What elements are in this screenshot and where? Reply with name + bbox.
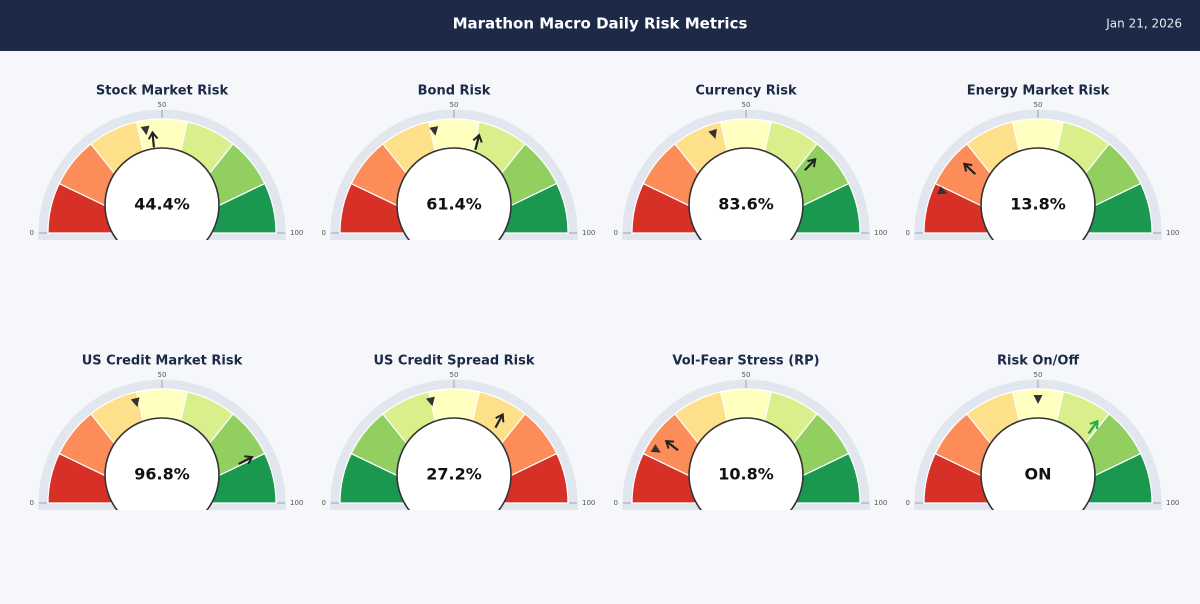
gauge-tick-label: 0 [906,499,910,507]
gauge-center [396,417,512,510]
gauge-title: US Credit Spread Risk [373,354,534,369]
gauge-tick-label: 0 [614,229,618,237]
gauge-tick-label: 0 [906,229,910,237]
gauge-marker [708,128,717,139]
gauge-tick-label: 100 [874,499,887,507]
gauge-marker [426,396,435,407]
gauge-tick-label: 50 [1034,371,1043,379]
gauge-tick-label: 100 [582,229,595,237]
gauge-title: Currency Risk [695,84,797,99]
gauge-needle [494,412,505,429]
gauge-marker [130,397,140,408]
gauge-value: 44.4% [134,195,190,214]
gauge-marker [937,185,948,195]
gauge-tick-label: 50 [450,371,459,379]
gauge-value: 61.4% [426,195,482,214]
gauge-title: US Credit Market Risk [82,354,243,369]
gauge-tick-label: 50 [742,371,751,379]
gauge-tick-label: 100 [874,229,887,237]
gauge-needle [472,133,483,150]
gauge-value: 10.8% [718,465,774,484]
gauge-needle [804,158,817,172]
gauge-marker [650,444,661,453]
gauge-tick-label: 100 [582,499,595,507]
gauge-tick-label: 100 [1166,229,1179,237]
gauge-tick-label: 0 [614,499,618,507]
gauge-title: Energy Market Risk [967,84,1110,99]
gauge-tick-label: 100 [290,499,303,507]
header-date: Jan 21, 2026 [1105,17,1182,31]
gauge-value: ON [1025,465,1052,484]
gauge-tick-label: 0 [30,499,34,507]
header-title: Marathon Macro Daily Risk Metrics [453,15,748,33]
gauge-tick-label: 50 [158,101,167,109]
gauge-tick-label: 100 [1166,499,1179,507]
gauge-title: Stock Market Risk [96,84,229,99]
gauge-tick-label: 0 [322,499,326,507]
gauge-center [104,417,220,510]
gauge-title: Vol-Fear Stress (RP) [672,354,819,369]
gauge-needle [664,439,679,452]
gauge-value: 83.6% [718,195,774,214]
gauge-tick-label: 50 [742,101,751,109]
gauge-tick-label: 0 [322,229,326,237]
gauge-center [980,417,1096,510]
gauge-title: Risk On/Off [997,354,1079,369]
gauge-marker [1033,395,1043,404]
gauge-needle [963,162,977,175]
header-bar [0,0,1200,51]
gauge-center [396,147,512,240]
gauge-value: 27.2% [426,465,482,484]
gauge-center [688,147,804,240]
gauge-tick-label: 50 [450,101,459,109]
gauge-tick-label: 50 [158,371,167,379]
gauge-marker [140,125,150,136]
gauge-tick-label: 100 [290,229,303,237]
gauge-marker [429,126,439,136]
gauge-tick-label: 50 [1034,101,1043,109]
gauge-needle [1087,419,1099,435]
gauge-needle [238,455,254,465]
gauge-title: Bond Risk [418,84,491,99]
gauge-center [980,147,1096,240]
gauge-value: 13.8% [1010,195,1066,214]
gauge-value: 96.8% [134,465,190,484]
gauge-center [688,417,804,510]
gauge-center [104,147,220,240]
gauge-tick-label: 0 [30,229,34,237]
gauge-needle [147,130,159,148]
